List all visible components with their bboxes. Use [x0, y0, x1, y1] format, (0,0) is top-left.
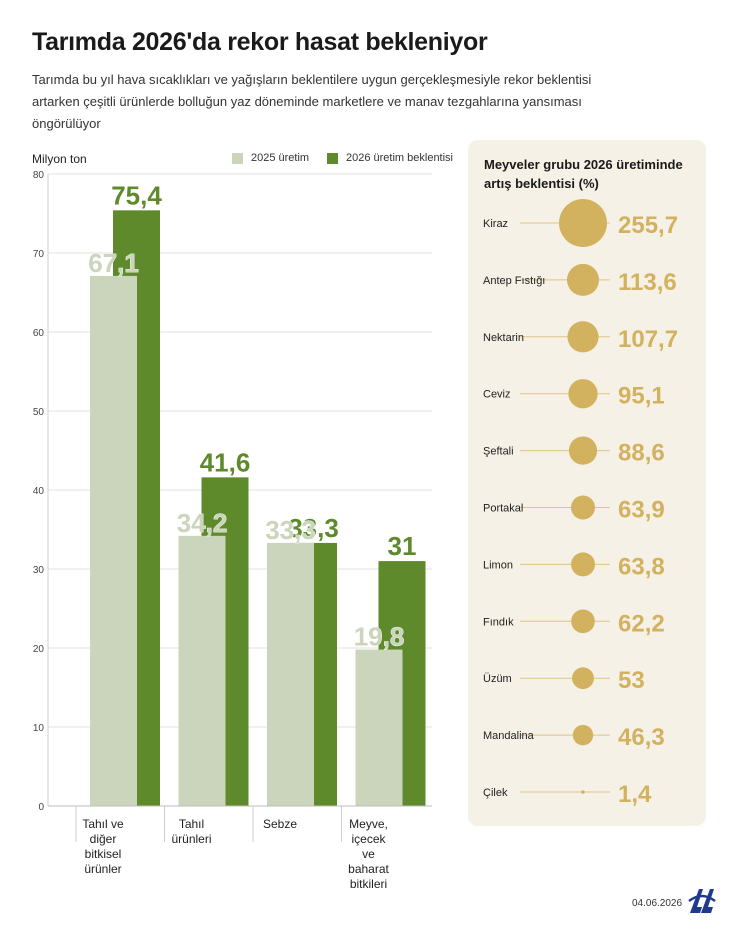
data-label-2026: 41,6 [200, 447, 251, 477]
fruit-bubble [581, 790, 585, 794]
fruit-bubble [571, 609, 595, 634]
fruit-label: Nektarin [483, 332, 524, 344]
category-label: Sebze [263, 817, 297, 831]
fruit-label: Şeftali [483, 446, 514, 458]
fruit-label: Çilek [483, 787, 508, 799]
y-tick-label: 0 [38, 802, 44, 813]
data-label-2026: 31 [388, 531, 417, 561]
fruit-value-label: 1,4 [618, 781, 652, 808]
fruit-bubble [567, 321, 599, 353]
y-tick-label: 70 [33, 249, 45, 260]
fruit-bubble [572, 724, 594, 746]
legend-label-2026: 2026 üretim beklentisi [346, 152, 454, 164]
fruit-value-label: 95,1 [618, 383, 665, 410]
fruit-bubble [572, 667, 594, 690]
fruit-bubble [568, 436, 598, 465]
fruit-bubble [571, 495, 595, 520]
fruit-value-label: 63,9 [618, 497, 665, 524]
page-subtitle: Tarımda bu yıl hava sıcaklıkları ve yağı… [32, 72, 592, 131]
bar-2025 [355, 649, 403, 806]
data-label-2026: 33,3 [288, 513, 339, 543]
aa-logo-icon [688, 889, 716, 913]
y-tick-label: 10 [33, 723, 45, 734]
fruit-bubble [568, 379, 598, 409]
fruit-panel [468, 140, 706, 826]
category-label: Meyve, içecek ve baharat bitkileri [348, 817, 389, 891]
fruit-bubble [567, 263, 599, 296]
category-label: Tahıl ürünleri [171, 817, 211, 846]
fruit-value-label: 255,7 [618, 212, 678, 239]
fruit-label: Mandalina [483, 730, 535, 742]
fruit-bubble [559, 199, 607, 247]
y-tick-label: 60 [33, 328, 45, 339]
fruit-value-label: 107,7 [618, 326, 678, 353]
data-label-2026: 75,4 [111, 180, 162, 210]
fruit-label: Ceviz [483, 389, 511, 401]
data-label-2025: 19,8 [354, 622, 405, 652]
fruit-value-label: 46,3 [618, 724, 665, 751]
fruit-label: Limon [483, 559, 513, 571]
y-axis-unit-label: Milyon ton [32, 152, 87, 166]
y-tick-label: 20 [33, 644, 45, 655]
fruit-label: Fındık [483, 616, 514, 628]
legend-swatch-2026 [327, 152, 338, 164]
data-label-2025: 67,1 [88, 248, 139, 278]
fruit-value-label: 53 [618, 667, 645, 694]
fruit-value-label: 63,8 [618, 553, 665, 580]
data-label-2025: 33,3 [265, 515, 316, 545]
fruit-value-label: 113,6 [618, 269, 677, 296]
fruit-value-label: 88,6 [618, 440, 665, 467]
fruit-bubble-chart: Kiraz 255,7 Antep Fıstığı 113,6 Nektarin 107,… [483, 199, 678, 808]
bar-2025 [178, 535, 226, 806]
y-tick-label: 80 [33, 170, 45, 181]
fruit-label: Portakal [483, 503, 523, 515]
category-label: Tahıl ve diğer bitkisel ürünler [82, 817, 124, 876]
page-title: Tarımda 2026'da rekor hasat bekleniyor [32, 28, 488, 56]
y-tick-label: 30 [33, 565, 45, 576]
bar-chart: 0 10 20 30 40 50 60 70 80 75,4 67,1 Tahıl ve diğer bi… [33, 170, 432, 891]
legend-item-2025: 2025 üretim [232, 152, 309, 164]
publish-date: 04.06.2026 [632, 898, 683, 909]
fruit-panel-title: Meyveler grubu 2026 üretiminde artış bek… [484, 157, 683, 191]
fruit-label: Antep Fıstığı [483, 275, 545, 287]
fruit-value-label: 62,2 [618, 610, 665, 637]
bar-2025 [267, 542, 314, 806]
fruit-label: Üzüm [483, 673, 512, 685]
y-tick-label: 50 [33, 407, 45, 418]
fruit-label: Kiraz [483, 218, 508, 230]
fruit-bubble [571, 552, 595, 577]
bar-2025 [90, 275, 137, 806]
legend-swatch-2025 [232, 152, 243, 164]
legend-item-2026: 2026 üretim beklentisi [327, 152, 453, 164]
data-label-2025: 34,2 [177, 508, 228, 538]
legend-label-2025: 2025 üretim [251, 152, 310, 164]
y-tick-label: 40 [33, 486, 45, 497]
